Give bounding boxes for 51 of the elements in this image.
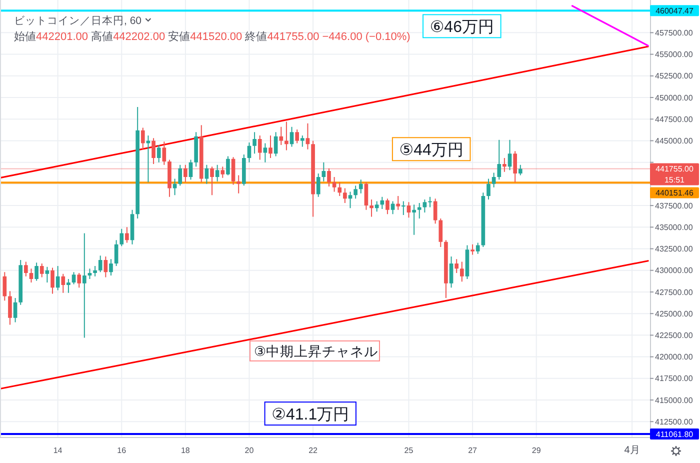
y-tick-label: 445000.00 xyxy=(655,136,694,146)
annotation: ②41.1万円 xyxy=(272,406,350,424)
x-tick-label: 29 xyxy=(532,446,542,455)
candlestick xyxy=(66,279,70,293)
x-tick-label: 25 xyxy=(404,446,414,455)
x-tick-label: 14 xyxy=(53,446,63,455)
annotation: ⑤44万円 xyxy=(399,142,464,160)
y-tick-label: 425000.00 xyxy=(655,309,694,318)
ref-line-label: 440151.46 xyxy=(656,188,694,198)
candlestick xyxy=(412,204,416,235)
candlestick xyxy=(428,196,432,208)
y-tick-label: 415000.00 xyxy=(655,396,694,405)
y-tick-label: 447500.00 xyxy=(655,114,694,124)
candlestick xyxy=(417,202,422,218)
candlestick xyxy=(82,233,86,338)
text: 15:51 xyxy=(664,176,686,185)
y-tick-label: 432500.00 xyxy=(655,244,694,254)
x-tick-label: 4月 xyxy=(624,445,640,456)
annotation: ⑥46万円 xyxy=(430,19,494,36)
x-tick-label: 20 xyxy=(244,446,254,455)
candlestick xyxy=(284,122,288,150)
ref-line-label: 460047.47 xyxy=(656,6,694,16)
text: ビットコイン／日本円, 60 xyxy=(14,14,142,27)
y-tick-label: 417500.00 xyxy=(655,374,694,384)
y-tick-label: 427500.00 xyxy=(655,288,694,297)
series-label: ③中期上昇チャネル xyxy=(254,344,378,359)
y-tick-label: 437500.00 xyxy=(655,201,694,210)
x-tick-label: 16 xyxy=(117,446,127,455)
y-tick-label: 450000.00 xyxy=(655,93,694,102)
candlestick xyxy=(396,196,400,210)
y-tick-label: 422500.00 xyxy=(655,330,694,340)
ref-line-label: 411061.80 xyxy=(656,430,694,439)
x-tick-label: 27 xyxy=(468,446,478,455)
x-tick-label: 18 xyxy=(180,446,190,455)
y-tick-label: 430000.00 xyxy=(655,266,694,276)
candlestick xyxy=(220,166,225,178)
candlestick xyxy=(236,175,241,194)
y-tick-label: 412500.00 xyxy=(655,417,694,426)
candlestick xyxy=(502,158,506,172)
y-tick-label: 435000.00 xyxy=(655,222,694,232)
candlestick xyxy=(146,136,150,182)
x-tick-label: 22 xyxy=(308,446,318,455)
text: 始値442201.00 高値442202.00 安値441520.00 終値441755.00 −446.00 (−0.10%) xyxy=(14,30,410,43)
ref-line-label: 441755.00 xyxy=(656,164,694,174)
candlestick xyxy=(470,244,474,255)
y-tick-label: 455000.00 xyxy=(655,50,694,60)
candlestick xyxy=(370,199,374,217)
y-tick-label: 420000.00 xyxy=(655,352,694,362)
y-tick-label: 457500.00 xyxy=(655,28,694,38)
y-tick-label: 452500.00 xyxy=(655,72,694,81)
candlestick xyxy=(402,201,406,216)
